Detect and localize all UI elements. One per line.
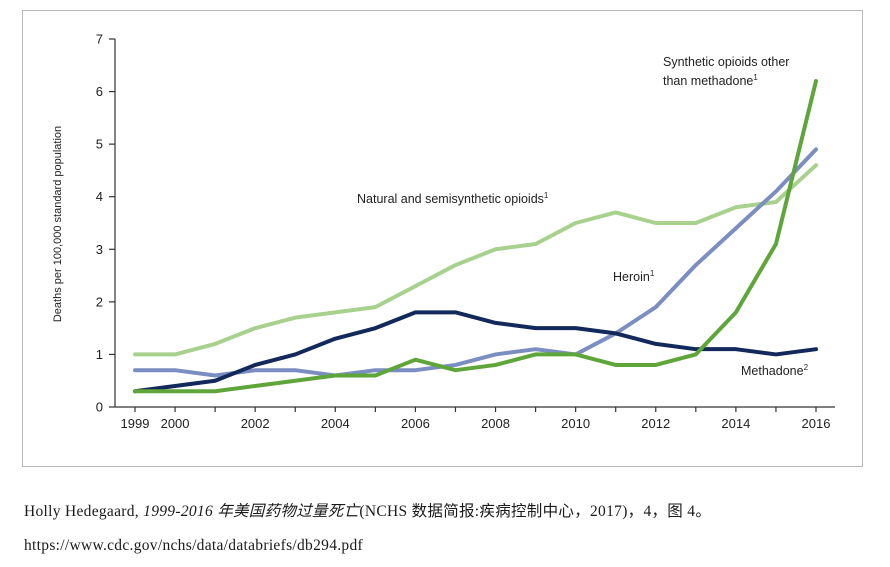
y-tick-label: 3 bbox=[96, 242, 103, 257]
label-heroin: Heroin1 bbox=[613, 269, 655, 284]
citation: Holly Hedegaard, 1999-2016 年美国药物过量死亡(NCH… bbox=[24, 495, 884, 563]
x-tick-label: 2012 bbox=[641, 416, 670, 431]
citation-author: Holly Hedegaard, bbox=[24, 503, 144, 520]
label-synthetic-line2: than methadone1 bbox=[663, 73, 758, 88]
label-synthetic-line1: Synthetic opioids other bbox=[663, 55, 789, 69]
y-tick-label: 7 bbox=[96, 32, 103, 47]
y-tick-label: 0 bbox=[96, 400, 103, 415]
series-line-synthetic-opioids-other-than-methadone bbox=[133, 79, 818, 394]
x-tick-label: 2008 bbox=[481, 416, 510, 431]
label-natural-semisynthetic: Natural and semisynthetic opioids1 bbox=[357, 191, 549, 206]
x-tick-label: 1999 bbox=[121, 416, 150, 431]
series-line-natural-and-semisynthetic-opioids bbox=[133, 163, 818, 357]
x-tick-label: 2006 bbox=[401, 416, 430, 431]
y-tick-label: 5 bbox=[96, 137, 103, 152]
line-chart: 0 1 2 3 4 5 6 7 1999 2000 2002 2004 2006 2008 2010 201… bbox=[52, 32, 835, 431]
y-tick-label: 1 bbox=[96, 347, 103, 362]
x-tick-label: 2002 bbox=[241, 416, 270, 431]
x-tick-label: 2010 bbox=[561, 416, 590, 431]
series-line-methadone bbox=[133, 310, 818, 394]
citation-title: 1999-2016 年美国药物过量死亡 bbox=[143, 503, 360, 520]
citation-source: (NCHS 数据简报:疾病控制中心，2017)，4，图 4。 bbox=[359, 503, 712, 520]
x-tick-label: 2004 bbox=[321, 416, 350, 431]
series-lines bbox=[133, 79, 818, 394]
y-ticks: 0 1 2 3 4 5 6 7 bbox=[96, 32, 115, 415]
x-tick-label: 2000 bbox=[161, 416, 190, 431]
x-ticks: 1999 2000 2002 2004 2006 2008 2010 2012 2014 2016 bbox=[121, 407, 831, 431]
citation-text: Holly Hedegaard, 1999-2016 年美国药物过量死亡(NCH… bbox=[24, 495, 884, 529]
series-line-heroin bbox=[133, 147, 818, 378]
y-tick-label: 4 bbox=[96, 189, 103, 204]
y-axis-label: Deaths per 100,000 standard population bbox=[52, 126, 64, 322]
y-tick-label: 6 bbox=[96, 84, 103, 99]
citation-url[interactable]: https://www.cdc.gov/nchs/data/databriefs… bbox=[24, 537, 363, 554]
y-tick-label: 2 bbox=[96, 294, 103, 309]
x-tick-label: 2014 bbox=[721, 416, 750, 431]
chart-axes bbox=[114, 39, 835, 408]
chart-frame: 0 1 2 3 4 5 6 7 1999 2000 2002 2004 2006 2008 2010 201… bbox=[22, 10, 863, 467]
label-methadone: Methadone2 bbox=[741, 363, 809, 378]
x-tick-label: 2016 bbox=[802, 416, 831, 431]
